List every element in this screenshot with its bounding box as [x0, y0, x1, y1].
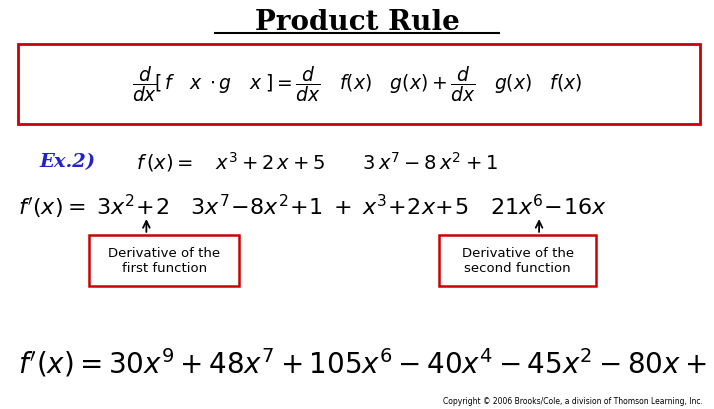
Text: $f'(x) = \; 3x^2\!+\!2 \quad 3x^7\!-\!8x^2\!+\!1 \; + \; x^3\!+\!2x\!+\!5 \quad : $f'(x) = \; 3x^2\!+\!2 \quad 3x^7\!-\!8x… [18, 193, 607, 220]
Text: Copyright © 2006 Brooks/Cole, a division of Thomson Learning, Inc.: Copyright © 2006 Brooks/Cole, a division… [443, 396, 703, 405]
Text: Derivative of the
first function: Derivative of the first function [108, 247, 221, 275]
Text: $\dfrac{d}{dx}\!\left[\, f \quad x \;\cdot g \quad x \;\right] = \dfrac{d}{dx} \: $\dfrac{d}{dx}\!\left[\, f \quad x \;\cd… [131, 64, 583, 104]
Text: $f'(x)=30x^9+48x^7+105x^6-40x^4-45x^2-80x+2$: $f'(x)=30x^9+48x^7+105x^6-40x^4-45x^2-80… [18, 346, 714, 378]
FancyBboxPatch shape [18, 45, 700, 125]
Text: Derivative of the
second function: Derivative of the second function [461, 247, 574, 275]
Text: Ex.2): Ex.2) [39, 153, 96, 171]
FancyBboxPatch shape [439, 235, 596, 286]
Text: $f\,(x) = \quad x^3 + 2\,x + 5 \qquad 3\,x^7 - 8\,x^2 + 1$: $f\,(x) = \quad x^3 + 2\,x + 5 \qquad 3\… [136, 150, 498, 173]
Text: Product Rule: Product Rule [255, 9, 459, 36]
FancyBboxPatch shape [89, 235, 239, 286]
